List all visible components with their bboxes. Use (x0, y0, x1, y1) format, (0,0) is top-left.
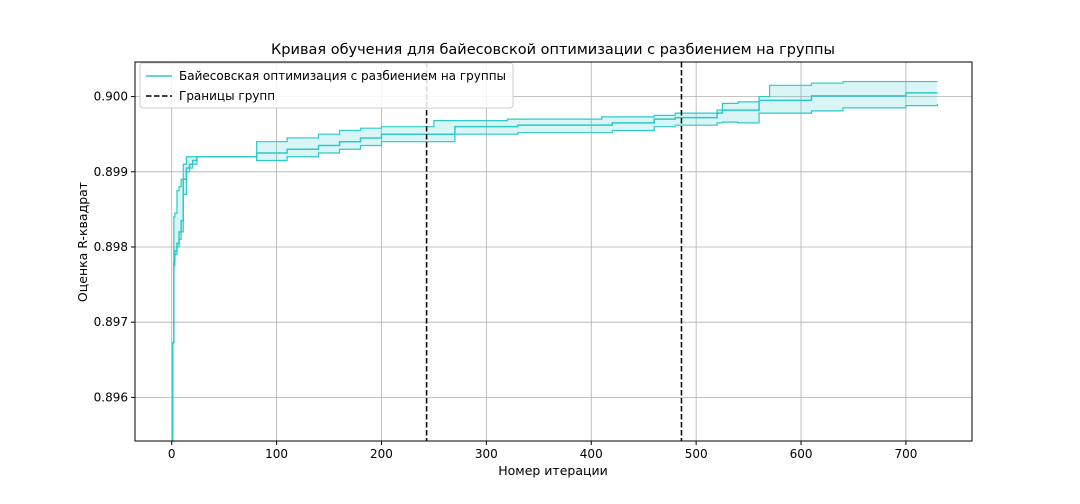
y-tick-label-3: 0.899 (94, 165, 128, 179)
x-tick-label-100: 100 (265, 447, 288, 461)
x-tick-label-700: 700 (894, 447, 917, 461)
legend: Байесовская оптимизация с разбиением на … (139, 62, 514, 109)
y-tick-label-1: 0.897 (94, 315, 128, 329)
plot-area (171, 62, 938, 442)
legend-label-bayes: Байесовская оптимизация с разбиением на … (179, 69, 506, 83)
x-tick-label-200: 200 (370, 447, 393, 461)
y-axis-label: Оценка R-квадрат (75, 182, 90, 302)
x-tick-label-600: 600 (790, 447, 813, 461)
x-tick-label-0: 0 (168, 447, 176, 461)
x-tick-label-400: 400 (580, 447, 603, 461)
x-axis-label: Номер итерации (498, 463, 608, 478)
ticks: 0 100 200 300 400 500 600 700 0.896 0.897 0.898 0.8… (94, 90, 918, 461)
series-mean-line (171, 92, 938, 442)
chart-title: Кривая обучения для байесовской оптимиза… (271, 42, 835, 58)
series-upper-line (171, 80, 938, 442)
legend-label-boundaries: Границы групп (179, 89, 275, 103)
series-lower-line (171, 104, 938, 442)
y-tick-label-0: 0.896 (94, 390, 128, 404)
legend-box (139, 62, 514, 109)
y-tick-label-4: 0.900 (94, 90, 128, 104)
axes-border (134, 61, 973, 442)
y-tick-label-2: 0.898 (94, 240, 128, 254)
grid (135, 62, 972, 441)
axes-frame (134, 61, 973, 442)
x-tick-label-300: 300 (475, 447, 498, 461)
x-tick-label-500: 500 (685, 447, 708, 461)
